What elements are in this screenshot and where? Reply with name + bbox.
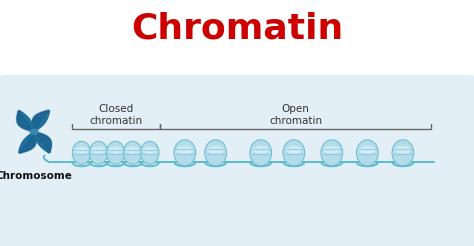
Ellipse shape xyxy=(394,146,411,154)
Ellipse shape xyxy=(109,147,123,154)
Ellipse shape xyxy=(74,147,89,154)
Polygon shape xyxy=(18,131,36,154)
Ellipse shape xyxy=(106,141,125,164)
Ellipse shape xyxy=(174,140,196,166)
Ellipse shape xyxy=(321,140,343,166)
Ellipse shape xyxy=(72,141,91,164)
Polygon shape xyxy=(35,131,52,153)
Ellipse shape xyxy=(143,147,157,154)
Ellipse shape xyxy=(123,141,142,164)
Polygon shape xyxy=(32,110,49,131)
Text: Chromatin: Chromatin xyxy=(131,11,343,45)
Polygon shape xyxy=(19,132,36,154)
Ellipse shape xyxy=(91,147,106,154)
Ellipse shape xyxy=(283,140,305,166)
Ellipse shape xyxy=(207,146,224,154)
Text: Open
chromatin: Open chromatin xyxy=(269,104,322,126)
Ellipse shape xyxy=(205,140,227,166)
Polygon shape xyxy=(17,110,35,132)
Ellipse shape xyxy=(285,146,302,154)
Ellipse shape xyxy=(29,128,39,135)
Ellipse shape xyxy=(250,140,272,166)
Polygon shape xyxy=(17,110,33,132)
Text: Closed
chromatin: Closed chromatin xyxy=(90,104,143,126)
Ellipse shape xyxy=(90,141,108,164)
Polygon shape xyxy=(32,110,50,132)
Ellipse shape xyxy=(359,146,376,154)
Ellipse shape xyxy=(392,140,414,166)
Text: Chromosome: Chromosome xyxy=(0,171,73,181)
Ellipse shape xyxy=(252,146,269,154)
Ellipse shape xyxy=(176,146,193,154)
Ellipse shape xyxy=(356,140,378,166)
Ellipse shape xyxy=(126,147,140,154)
Polygon shape xyxy=(33,131,52,154)
Ellipse shape xyxy=(323,146,340,154)
Ellipse shape xyxy=(141,141,159,164)
